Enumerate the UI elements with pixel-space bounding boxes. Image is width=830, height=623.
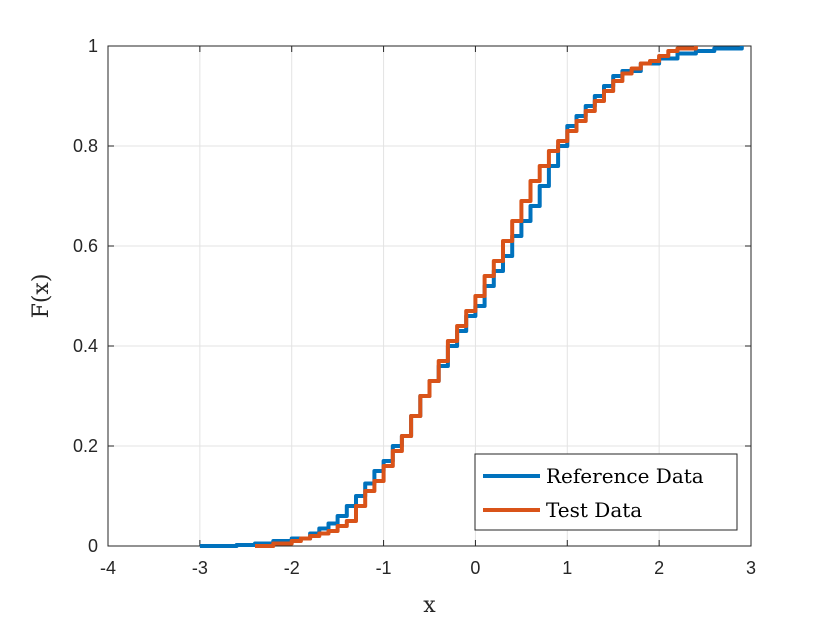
legend: Reference Data Test Data [474, 453, 738, 531]
legend-label-reference-data: Reference Data [546, 464, 704, 488]
y-tick-label: 0.6 [73, 236, 98, 256]
y-tick-label: 0.2 [73, 436, 98, 456]
legend-box [474, 453, 738, 531]
x-tick-label: -1 [376, 558, 392, 578]
x-tick-label: -3 [192, 558, 208, 578]
x-axis-label: x [423, 593, 436, 618]
y-tick-label: 0.8 [73, 136, 98, 156]
y-tick-label: 0.4 [73, 336, 98, 356]
series-line-test-data [255, 46, 698, 548]
legend-label-test-data: Test Data [546, 498, 642, 522]
x-tick-label: 1 [562, 558, 572, 578]
x-tick-label: -2 [284, 558, 300, 578]
x-tick-label: 3 [746, 558, 756, 578]
plot-area-frame [107, 45, 752, 547]
y-tick-label: 0 [88, 536, 98, 556]
series-lines [199, 46, 744, 548]
x-tick-label: 2 [654, 558, 664, 578]
x-tick-label: -4 [100, 558, 116, 578]
x-tick-label: 0 [470, 558, 480, 578]
y-axis-label: F(x) [29, 274, 54, 319]
y-tick-label: 1 [88, 36, 98, 56]
